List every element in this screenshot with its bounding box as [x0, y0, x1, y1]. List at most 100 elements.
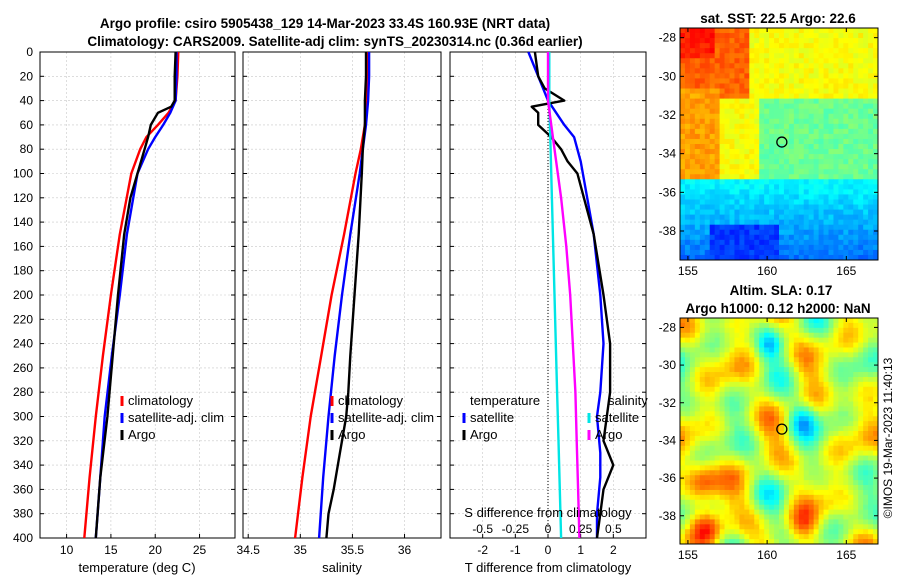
map-cell — [729, 159, 735, 165]
map-cell — [694, 376, 701, 383]
map-cell — [808, 133, 815, 140]
map-cell — [739, 381, 745, 388]
map-cell — [828, 480, 834, 486]
map-cell — [803, 204, 810, 210]
map-cell — [863, 347, 869, 353]
map-cell — [684, 352, 691, 358]
map-cell — [749, 386, 755, 393]
map-cell — [843, 244, 849, 251]
map-cell — [754, 332, 760, 339]
map-cell — [828, 440, 834, 447]
map-cell — [754, 337, 760, 343]
map-cell — [704, 73, 711, 79]
map-cell — [734, 179, 740, 185]
map-cell — [684, 108, 691, 115]
map-cell — [813, 78, 819, 84]
map-cell — [749, 118, 755, 125]
map-cell — [783, 98, 790, 105]
map-cell — [843, 159, 849, 165]
map-cell — [843, 367, 849, 373]
map-cell — [873, 38, 878, 44]
map-cell — [818, 194, 824, 200]
map-cell — [754, 93, 760, 100]
map-cell — [699, 189, 706, 195]
map-cell — [714, 254, 720, 260]
map-cell — [729, 113, 735, 120]
map-cell — [843, 406, 849, 412]
map-cell — [714, 411, 720, 417]
map-cell — [803, 164, 810, 170]
map-cell — [729, 509, 735, 515]
map-cell — [759, 133, 765, 140]
map-cell — [793, 103, 800, 110]
map-cell — [744, 534, 750, 540]
map-cell — [709, 381, 716, 388]
map-cell — [754, 33, 760, 39]
salinity-panel: 34.5 35 35.5 36salinityclimatologysatellite… — [237, 51, 442, 575]
map-cell — [873, 337, 878, 343]
map-cell — [823, 357, 829, 363]
map-cell — [739, 519, 745, 525]
map-cell — [858, 103, 864, 110]
map-cell — [848, 98, 854, 105]
map-cell — [818, 386, 824, 393]
map-cell — [828, 381, 834, 388]
map-cell — [680, 103, 686, 110]
y-tick-label: 240 — [13, 337, 33, 351]
map-cell — [734, 332, 740, 339]
map-cell — [754, 204, 760, 210]
map-cell — [699, 199, 706, 205]
map-cell — [853, 352, 859, 358]
map-cell — [848, 214, 854, 221]
map-cell — [828, 229, 834, 236]
map-cell — [744, 509, 750, 515]
map-cell — [848, 28, 854, 34]
map-cell — [853, 332, 859, 339]
map-cell — [779, 229, 785, 236]
map-cell — [838, 322, 844, 329]
map-cell — [734, 431, 740, 437]
map-cell — [699, 470, 706, 476]
map-cell — [868, 239, 874, 246]
map-cell — [724, 440, 730, 447]
map-cell — [754, 485, 760, 491]
map-cell — [744, 133, 750, 140]
map-cell — [714, 38, 720, 44]
map-cell — [873, 113, 878, 120]
map-cell — [749, 421, 755, 427]
map-cell — [858, 367, 864, 373]
map-cell — [714, 460, 720, 466]
map-frame — [679, 317, 879, 545]
map-cell — [833, 376, 839, 383]
map-cell — [853, 68, 859, 74]
map-cell — [719, 83, 725, 89]
map-cell — [704, 103, 711, 110]
map-cell — [823, 485, 829, 491]
map-cell — [788, 169, 795, 175]
map-cell — [853, 214, 859, 221]
map-cell — [739, 249, 745, 256]
map-cell — [769, 123, 775, 130]
map-cell — [719, 113, 725, 120]
map-cell — [843, 123, 849, 130]
map-cell — [798, 401, 805, 407]
map-cell — [813, 68, 819, 74]
map-cell — [680, 33, 686, 39]
map-cell — [828, 179, 834, 185]
map-cell — [779, 68, 785, 74]
map-cell — [779, 63, 785, 69]
map-cell — [709, 504, 716, 511]
map-cell — [774, 189, 780, 195]
map-cell — [769, 108, 775, 115]
map-cell — [803, 332, 810, 339]
map-cell — [734, 529, 740, 535]
map-cell — [803, 347, 810, 353]
map-cell — [744, 239, 750, 246]
map-cell — [744, 347, 750, 353]
map-cell — [818, 411, 824, 417]
map-cell — [714, 224, 720, 231]
map-cell — [754, 421, 760, 427]
map-cell — [734, 396, 740, 402]
map-cell — [719, 465, 725, 471]
map-cell — [823, 73, 829, 79]
